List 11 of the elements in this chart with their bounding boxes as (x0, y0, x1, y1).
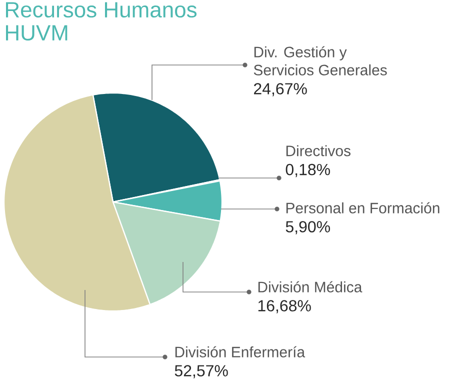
data-label: 0,18% (286, 164, 330, 178)
data-label: 16,68% (258, 300, 311, 314)
slice-label: División Enfermería (175, 346, 306, 358)
data-label: 5,90% (286, 221, 330, 234)
slice-label: División Médica (258, 281, 362, 292)
data-label: 24,67% (254, 83, 307, 96)
chart-title: Recursos Humanos HUVM (6, 2, 197, 41)
slice-label: Directivos (286, 145, 350, 156)
data-label: 52,57% (174, 365, 228, 378)
slice-label: Personal en Formación (286, 202, 440, 214)
slice-label: Div. Gestión y Servicios Generales (254, 46, 387, 76)
